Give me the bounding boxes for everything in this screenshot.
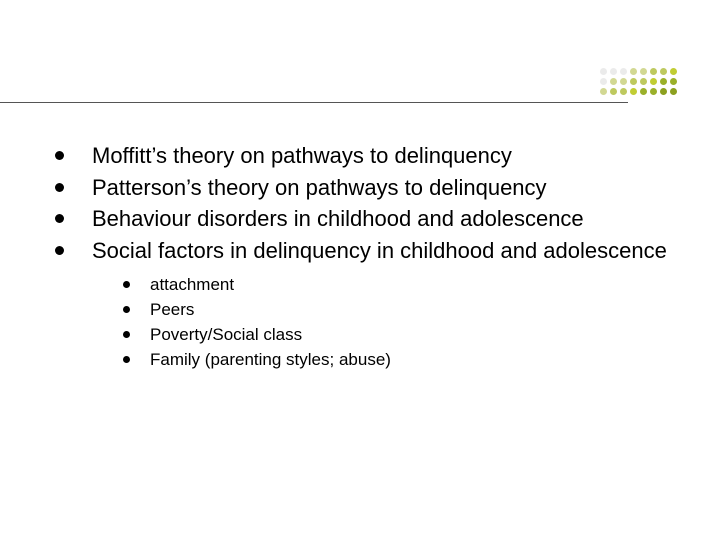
deco-dot [660,88,667,95]
bullet-icon [123,331,130,338]
bullet-icon [55,151,64,160]
deco-dot [650,68,657,75]
list-item: Poverty/Social class [123,324,690,346]
list-item-text: Poverty/Social class [150,324,302,346]
list-item-text: Patterson’s theory on pathways to delinq… [92,174,547,202]
deco-dot [630,88,637,95]
deco-dot [640,68,647,75]
corner-dots-decoration [600,68,678,96]
list-item: Behaviour disorders in childhood and ado… [55,205,690,233]
deco-dot [630,78,637,85]
deco-dot [650,78,657,85]
bullet-icon [123,281,130,288]
deco-dot [620,78,627,85]
deco-dot [610,78,617,85]
list-item: Patterson’s theory on pathways to delinq… [55,174,690,202]
slide-content: Moffitt’s theory on pathways to delinque… [55,142,690,374]
bullet-icon [55,214,64,223]
deco-dot [610,88,617,95]
deco-dot [670,88,677,95]
list-item: Moffitt’s theory on pathways to delinque… [55,142,690,170]
deco-dot [640,88,647,95]
deco-dot [650,88,657,95]
list-item: Family (parenting styles; abuse) [123,349,690,371]
deco-dot [630,68,637,75]
bullet-icon [55,246,64,255]
deco-dot [670,68,677,75]
deco-dot [600,88,607,95]
bullet-icon [123,356,130,363]
list-item: Peers [123,299,690,321]
list-item-text: attachment [150,274,234,296]
list-item-text: Peers [150,299,194,321]
deco-dot [660,78,667,85]
deco-dot [620,68,627,75]
bullet-icon [123,306,130,313]
list-item-text: Moffitt’s theory on pathways to delinque… [92,142,512,170]
list-item: Social factors in delinquency in childho… [55,237,690,265]
deco-dot [640,78,647,85]
list-item-text: Social factors in delinquency in childho… [92,237,667,265]
header-divider [0,102,628,103]
deco-dot [610,68,617,75]
list-item-text: Behaviour disorders in childhood and ado… [92,205,584,233]
list-item: attachment [123,274,690,296]
deco-dot [660,68,667,75]
deco-dot [600,78,607,85]
deco-dot [600,68,607,75]
bullet-icon [55,183,64,192]
deco-dot [620,88,627,95]
sub-bullet-list: attachment Peers Poverty/Social class Fa… [123,274,690,371]
list-item-text: Family (parenting styles; abuse) [150,349,391,371]
deco-dot [670,78,677,85]
main-bullet-list: Moffitt’s theory on pathways to delinque… [55,142,690,264]
